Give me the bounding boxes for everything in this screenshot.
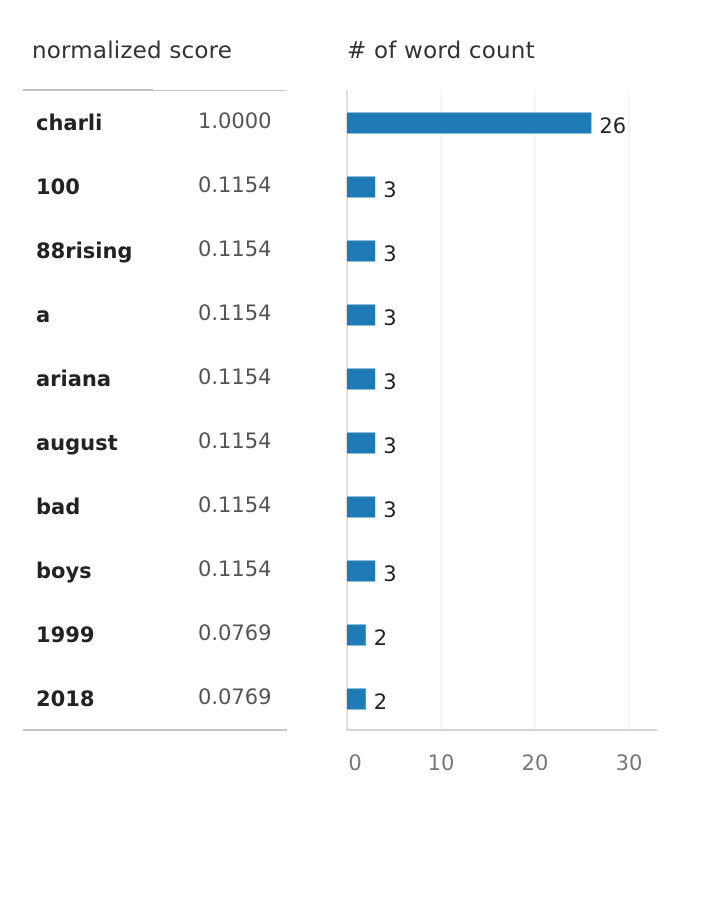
bar-a [347,304,376,326]
normalized-score-value: 0.1154 [198,301,272,325]
normalized-score-value: 0.0769 [198,685,272,709]
data-label: 3 [383,178,396,202]
bar-2018 [347,688,366,710]
data-label: 2 [374,626,387,650]
bar-ariana [347,368,376,390]
bar-boys [347,560,376,582]
word-label: ariana [36,367,112,391]
normalized-score-value: 1.0000 [198,109,272,133]
bar-bad [347,496,376,518]
normalized-score-value: 0.1154 [198,429,272,453]
x-tick-label: 10 [428,751,455,775]
bar-august [347,432,376,454]
normalized-score-value: 0.1154 [198,365,272,389]
word-label: bad [36,495,81,519]
word-label: 88rising [36,239,133,263]
data-label: 3 [383,242,396,266]
data-label: 26 [599,114,626,138]
word-label: august [36,431,118,455]
normalized-score-value: 0.1154 [198,493,272,517]
normalized-score-value: 0.1154 [198,557,272,581]
data-label: 3 [383,306,396,330]
table-bottom-divider [23,729,287,731]
word-label: charli [36,111,103,135]
bar-100 [347,176,376,198]
normalized-score-value: 0.1154 [198,237,272,261]
x-tick-label: 20 [522,751,549,775]
data-label: 3 [383,434,396,458]
normalized-score-header: normalized score [32,38,233,64]
word-count-header: # of word count [347,38,535,64]
word-label: 1999 [36,623,95,647]
header-divider-accent [23,89,153,90]
data-label: 3 [383,370,396,394]
data-label: 3 [383,498,396,522]
word-label: 100 [36,175,80,199]
bar-charli [347,112,592,134]
bar-88rising [347,240,376,262]
word-label: 2018 [36,687,95,711]
word-label: a [36,303,51,327]
header-divider [23,90,287,91]
normalized-score-value: 0.0769 [198,621,272,645]
normalized-score-value: 0.1154 [198,173,272,197]
x-tick-label: 30 [616,751,643,775]
x-tick-label: 0 [348,751,361,775]
data-label: 3 [383,562,396,586]
data-label: 2 [374,690,387,714]
bar-1999 [347,624,366,646]
word-label: boys [36,559,92,583]
